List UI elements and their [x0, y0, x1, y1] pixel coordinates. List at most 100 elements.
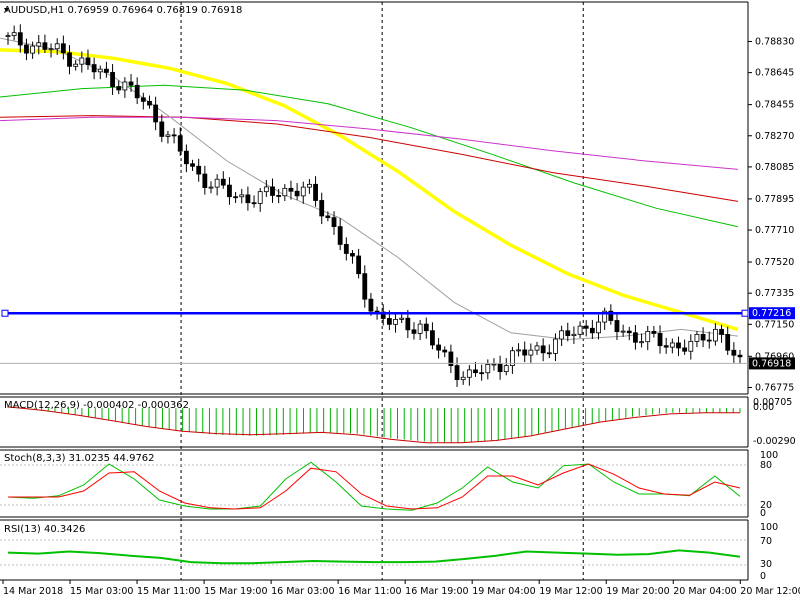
candle: [239, 188, 245, 204]
level-handle-right[interactable]: [741, 309, 749, 317]
stoch-tick-0: 0: [760, 508, 766, 519]
candle: [657, 325, 663, 354]
candle: [104, 61, 109, 78]
candle: [608, 304, 614, 325]
candle: [719, 324, 724, 343]
price-tick-label: 0.77335: [755, 288, 794, 299]
candle: [516, 343, 521, 357]
stoch-k-line: [7, 461, 741, 511]
candle: [571, 326, 577, 344]
candle: [528, 343, 534, 363]
candle: [177, 127, 183, 156]
stoch-d-line: [8, 463, 741, 510]
candle: [454, 357, 460, 388]
rsi-tick-100: 100: [760, 522, 778, 533]
candle: [669, 338, 675, 354]
time-tick-label: 14 Mar 2018: [3, 586, 63, 597]
candle: [651, 326, 657, 338]
time-tick-label: 16 Mar 19:00: [405, 586, 468, 597]
time-tick-label: 16 Mar 03:00: [271, 586, 334, 597]
candle: [534, 341, 540, 355]
price-tick-label: 0.77520: [755, 257, 794, 268]
candle: [682, 339, 688, 355]
candle: [725, 326, 731, 355]
price-tick-label: 0.76775: [755, 382, 794, 393]
candle: [350, 250, 355, 264]
candle: [17, 24, 23, 53]
candle: [436, 338, 441, 359]
price-axis: 0.78830 0.78645 0.78455 0.78270 0.78085 0.778…: [748, 36, 794, 393]
candle: [313, 176, 318, 207]
rsi-tick-30: 30: [760, 559, 772, 570]
candle: [423, 317, 429, 339]
candle: [122, 77, 128, 98]
moving-average-line: [0, 115, 739, 202]
candle: [325, 211, 331, 222]
time-tick-label: 19 Mar 04:00: [472, 586, 535, 597]
candle: [602, 307, 608, 331]
candle: [700, 327, 706, 348]
candle: [663, 337, 669, 354]
candle: [307, 179, 312, 194]
candle: [694, 330, 700, 348]
candle: [331, 211, 337, 235]
candle: [343, 237, 349, 261]
candle: [11, 25, 17, 41]
candle: [546, 344, 552, 359]
candle: [319, 192, 325, 225]
candle: [183, 144, 189, 173]
level-handle-left[interactable]: [1, 309, 9, 317]
price-panel: 0.78830 0.78645 0.78455 0.78270 0.78085 0.778…: [0, 1, 795, 395]
level-label-box: [749, 307, 795, 320]
candle: [196, 158, 202, 182]
candle: [448, 344, 454, 374]
candle: [356, 248, 362, 279]
candle: [79, 51, 85, 73]
candle: [48, 43, 54, 58]
price-tick-label: 0.76960: [755, 351, 794, 362]
candle: [337, 218, 343, 251]
rsi-tick-0: 0: [760, 571, 766, 582]
candle: [147, 95, 152, 109]
time-tick-label: 19 Mar 20:00: [606, 586, 669, 597]
current-price-label: 0.76918: [752, 358, 791, 369]
candle: [540, 338, 546, 362]
candle: [639, 333, 644, 348]
candle: [442, 346, 448, 358]
chart-title-dropdown-icon[interactable]: [4, 8, 9, 12]
candle: [233, 191, 238, 203]
time-axis: 14 Mar 2018 15 Mar 03:00 15 Mar 11:00 15 Ma…: [2, 580, 800, 597]
candle: [559, 325, 565, 347]
candle: [270, 178, 275, 203]
macd-signal-line: [7, 406, 740, 444]
candle: [614, 312, 620, 341]
macd-histogram: [7, 405, 741, 443]
candle: [42, 34, 48, 54]
price-tick-label: 0.78645: [755, 68, 794, 79]
candle: [645, 325, 651, 351]
candle: [589, 319, 595, 339]
price-tick-label: 0.78830: [755, 36, 794, 47]
macd-panel: MACD(12,26,9) -0.000402 -0.000362 0.0070…: [0, 396, 796, 448]
moving-average-line: [0, 116, 739, 170]
candle: [473, 361, 478, 377]
candle: [208, 181, 214, 194]
candle: [633, 325, 638, 350]
candle: [110, 64, 115, 95]
candle: [460, 371, 466, 385]
candle: [466, 365, 472, 386]
candle: [485, 359, 491, 380]
current-price-label-box: [749, 357, 795, 370]
price-tick-label: 0.77895: [755, 194, 794, 205]
candle: [214, 174, 220, 196]
candle: [276, 188, 282, 204]
stochastic-panel: Stoch(8,3,3) 31.0235 44.9762 100 80 20 0: [0, 449, 778, 519]
rsi-line: [7, 549, 741, 565]
candle: [712, 323, 718, 346]
stoch-tick-100: 100: [760, 450, 778, 461]
rsi-title: RSI(13) 40.3426: [4, 524, 85, 535]
candle: [362, 265, 368, 308]
candle: [731, 342, 737, 363]
time-tick-label: 15 Mar 11:00: [137, 586, 200, 597]
candle: [405, 309, 411, 338]
